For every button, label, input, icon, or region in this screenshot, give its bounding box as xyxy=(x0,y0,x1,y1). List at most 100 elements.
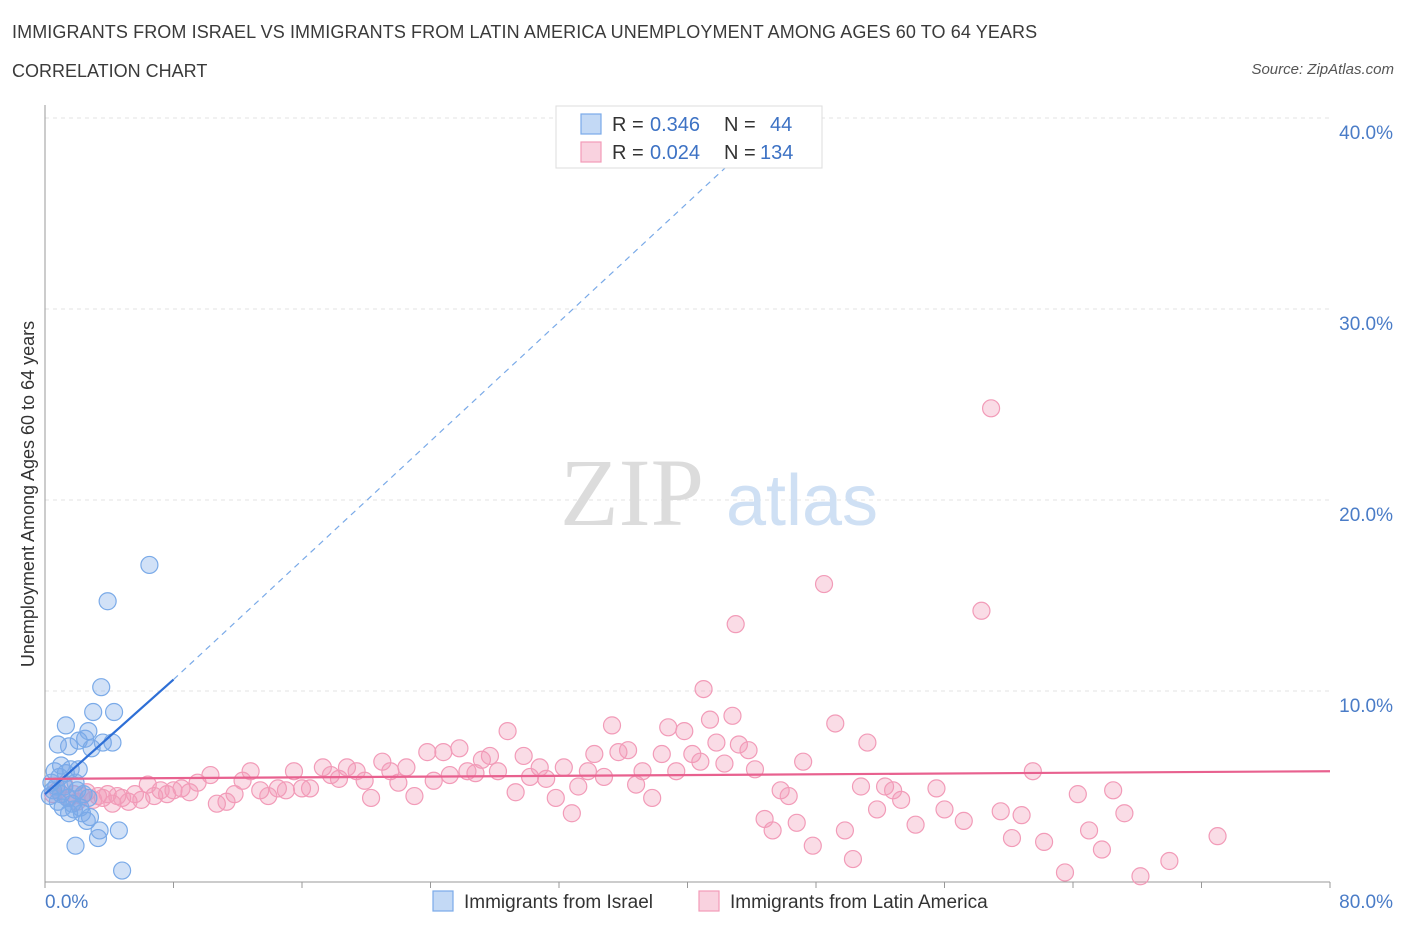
point-latin-america-100 xyxy=(814,574,834,594)
point-latin-america-99 xyxy=(803,836,822,855)
trend-line-latin-america xyxy=(44,770,1331,780)
point-latin-america-106 xyxy=(867,800,887,819)
stats-legend-n-label-latin-america: N = xyxy=(724,142,756,164)
point-latin-america-31 xyxy=(241,762,260,781)
stats-legend-r-label-latin-america: R = xyxy=(612,142,644,164)
point-latin-america-83 xyxy=(675,722,694,741)
point-latin-america-94 xyxy=(763,821,782,840)
point-latin-america-88 xyxy=(715,754,734,773)
point-latin-america-45 xyxy=(361,788,381,808)
point-israel-44 xyxy=(140,555,159,575)
point-israel-35 xyxy=(88,828,108,848)
y-tick-label-3: 40.0% xyxy=(1339,123,1393,144)
chart-title: IMMIGRANTS FROM ISRAEL VS IMMIGRANTS FRO… xyxy=(12,22,1038,42)
point-latin-america-124 xyxy=(1092,840,1112,859)
watermark: ZIP atlas xyxy=(560,439,878,546)
series-legend-swatch-israel xyxy=(432,890,454,912)
y-tick-label-2: 30.0% xyxy=(1339,314,1393,335)
point-latin-america-62 xyxy=(506,783,525,802)
point-israel-40 xyxy=(103,733,122,752)
chart-subtitle: CORRELATION CHART xyxy=(12,61,208,81)
series-legend: Immigrants from Israel Immigrants from L… xyxy=(432,890,988,913)
point-latin-america-74 xyxy=(602,716,622,735)
point-latin-america-122 xyxy=(1068,785,1087,804)
point-latin-america-59 xyxy=(480,746,500,766)
point-latin-america-54 xyxy=(440,765,459,785)
point-latin-america-33 xyxy=(259,786,278,806)
point-latin-america-66 xyxy=(537,769,556,788)
point-latin-america-70 xyxy=(569,777,588,796)
point-israel-42 xyxy=(109,821,128,840)
point-latin-america-61 xyxy=(498,722,517,741)
y-tick-label-0: 10.0% xyxy=(1339,696,1393,717)
point-latin-america-26 xyxy=(201,765,220,785)
point-latin-america-79 xyxy=(643,788,662,808)
point-latin-america-114 xyxy=(972,601,991,620)
point-latin-america-55 xyxy=(450,739,469,758)
point-latin-america-111 xyxy=(927,779,946,798)
point-latin-america-63 xyxy=(514,746,533,766)
point-latin-america-38 xyxy=(300,779,320,798)
stats-legend-r-value-israel: 0.346 xyxy=(650,114,700,136)
point-latin-america-35 xyxy=(276,781,296,800)
point-latin-america-69 xyxy=(562,804,581,823)
point-latin-america-68 xyxy=(554,758,573,777)
point-latin-america-82 xyxy=(667,762,686,781)
point-latin-america-53 xyxy=(434,743,453,762)
watermark-atlas: atlas xyxy=(726,461,878,541)
point-latin-america-129 xyxy=(1208,827,1227,846)
point-israel-13 xyxy=(56,716,75,735)
point-latin-america-52 xyxy=(424,771,443,790)
point-latin-america-97 xyxy=(787,813,806,832)
point-latin-america-118 xyxy=(1012,806,1031,825)
stats-legend-swatch-latin-america xyxy=(580,141,602,163)
point-latin-america-103 xyxy=(843,849,863,869)
point-latin-america-96 xyxy=(779,786,798,806)
point-israel-37 xyxy=(92,678,111,697)
point-israel-33 xyxy=(82,739,101,758)
point-israel-30 xyxy=(79,788,98,808)
series-legend-label-israel: Immigrants from Israel xyxy=(464,892,653,913)
stats-legend: R = 0.346 N = 44 R = 0.024 N = 134 xyxy=(555,105,823,169)
point-latin-america-51 xyxy=(418,743,437,762)
point-latin-america-115 xyxy=(981,399,1001,418)
point-latin-america-128 xyxy=(1160,851,1179,871)
point-latin-america-126 xyxy=(1115,804,1134,823)
point-latin-america-117 xyxy=(1002,828,1022,848)
point-israel-15 xyxy=(59,737,79,756)
point-latin-america-36 xyxy=(284,762,304,781)
point-israel-34 xyxy=(84,702,103,722)
point-latin-america-49 xyxy=(397,758,416,777)
series-legend-swatch-latin-america xyxy=(698,890,720,912)
watermark-zip: ZIP xyxy=(560,439,704,546)
point-latin-america-112 xyxy=(935,800,954,819)
stats-legend-n-value-israel: 44 xyxy=(770,114,792,136)
y-tick-label-1: 20.0% xyxy=(1339,505,1393,526)
point-latin-america-72 xyxy=(585,744,604,764)
stats-legend-box xyxy=(555,105,823,169)
series-legend-label-latin-america: Immigrants from Latin America xyxy=(730,892,988,913)
point-israel-41 xyxy=(104,702,124,722)
point-latin-america-116 xyxy=(991,802,1010,821)
trend-line-israel xyxy=(44,678,175,795)
point-latin-america-109 xyxy=(892,790,911,809)
point-israel-43 xyxy=(112,861,132,880)
point-latin-america-125 xyxy=(1104,781,1123,800)
point-latin-america-130 xyxy=(726,615,745,634)
point-latin-america-50 xyxy=(405,786,424,806)
point-latin-america-67 xyxy=(546,788,565,808)
trend-lines xyxy=(44,157,1331,795)
point-latin-america-121 xyxy=(1055,863,1075,882)
point-latin-america-113 xyxy=(954,811,973,830)
axes xyxy=(44,105,1331,888)
point-latin-america-104 xyxy=(851,777,871,796)
point-israel-21 xyxy=(66,836,85,855)
x-tick-min: 0.0% xyxy=(45,892,88,913)
point-latin-america-90 xyxy=(729,735,749,754)
stats-legend-n-label-israel: N = xyxy=(724,114,756,136)
point-israel-32 xyxy=(80,807,100,827)
point-latin-america-71 xyxy=(578,762,598,781)
x-tick-max: 80.0% xyxy=(1339,892,1393,913)
series-israel-points xyxy=(40,555,159,880)
